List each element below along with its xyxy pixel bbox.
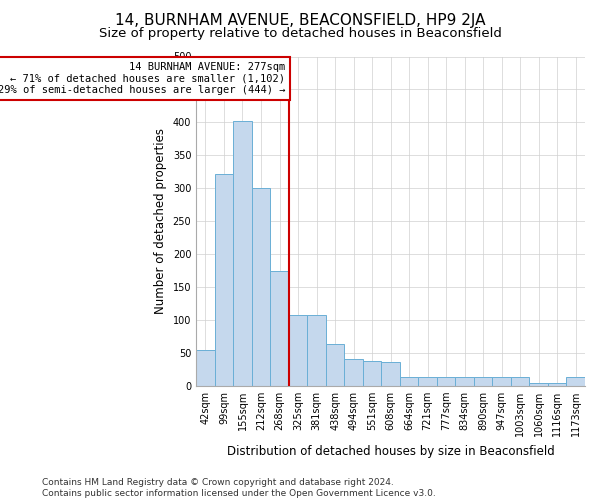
Bar	[455, 378, 474, 386]
Bar	[252, 188, 270, 386]
Bar	[437, 378, 455, 386]
Y-axis label: Number of detached properties: Number of detached properties	[154, 128, 167, 314]
Bar	[307, 315, 326, 386]
Bar	[418, 378, 437, 386]
Text: 14, BURNHAM AVENUE, BEACONSFIELD, HP9 2JA: 14, BURNHAM AVENUE, BEACONSFIELD, HP9 2J…	[115, 12, 485, 28]
Bar	[566, 378, 585, 386]
Bar	[344, 359, 363, 386]
Bar	[382, 362, 400, 386]
Bar	[326, 344, 344, 386]
Bar	[270, 270, 289, 386]
Bar	[289, 315, 307, 386]
Bar	[548, 382, 566, 386]
Bar	[196, 350, 215, 386]
Text: Contains HM Land Registry data © Crown copyright and database right 2024.
Contai: Contains HM Land Registry data © Crown c…	[42, 478, 436, 498]
Bar	[233, 121, 252, 386]
Text: 14 BURNHAM AVENUE: 277sqm
← 71% of detached houses are smaller (1,102)
29% of se: 14 BURNHAM AVENUE: 277sqm ← 71% of detac…	[0, 62, 285, 95]
Bar	[400, 378, 418, 386]
Bar	[493, 378, 511, 386]
Bar	[529, 382, 548, 386]
Bar	[363, 361, 382, 386]
Bar	[511, 378, 529, 386]
Bar	[474, 378, 493, 386]
Bar	[215, 174, 233, 386]
Text: Size of property relative to detached houses in Beaconsfield: Size of property relative to detached ho…	[98, 28, 502, 40]
X-axis label: Distribution of detached houses by size in Beaconsfield: Distribution of detached houses by size …	[227, 444, 554, 458]
